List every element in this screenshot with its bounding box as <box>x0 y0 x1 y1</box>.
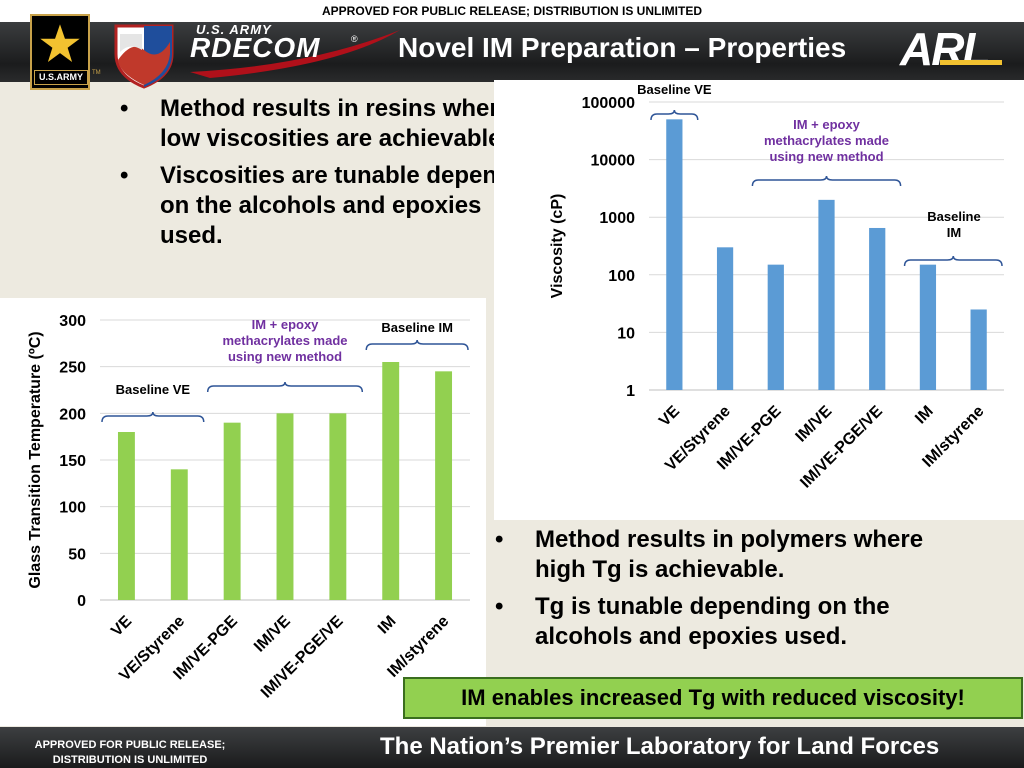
x-tick-label: IM/VE <box>793 403 836 446</box>
bullet-text: Method results in resins where low visco… <box>160 95 513 152</box>
annotation-brace <box>903 255 1003 267</box>
annotation-label: Baseline IM <box>381 320 453 335</box>
bullet-dot: • <box>495 593 504 620</box>
bullet-text: Method results in polymers where high Tg… <box>535 526 924 583</box>
release-notice-top: APPROVED FOR PUBLIC RELEASE; DISTRIBUTIO… <box>321 4 702 18</box>
y-tick-label: 1 <box>626 383 635 400</box>
us-army-logo: U.S.ARMY <box>30 14 90 90</box>
annotation-brace <box>101 411 205 423</box>
y-tick-label: 10000 <box>591 153 636 170</box>
y-axis-label: Viscosity (cP) <box>549 194 566 299</box>
annotation-brace <box>751 175 902 187</box>
rdecom-shield-icon <box>114 24 174 89</box>
annotation-label: IM + epoxy methacrylates made using new me… <box>764 117 889 164</box>
army-star-icon <box>35 19 85 66</box>
tg-chart-card: 0 50 100 150 200 250 300 Glass Transition Tempe… <box>0 298 486 726</box>
rdecom-logo: RDECOM <box>190 32 321 63</box>
rdecom-registered-mark: ® <box>351 34 358 44</box>
y-tick-label: 100 <box>59 500 86 517</box>
conclusion-callout: IM enables increased Tg with reduced vis… <box>403 677 1023 719</box>
x-tick-label: IM/VE <box>251 613 294 656</box>
bar <box>970 309 987 390</box>
bar <box>818 199 835 390</box>
y-tick-label: 250 <box>59 360 86 377</box>
bullet-text: Viscosities are tunable depending on the… <box>160 162 548 249</box>
y-tick-label: 1000 <box>599 210 635 227</box>
y-tick-label: 100 <box>608 268 635 285</box>
bullet-item: • Method results in polymers where high T… <box>495 525 935 585</box>
bar <box>869 227 886 390</box>
annotation-brace <box>365 339 469 351</box>
y-tick-label: 150 <box>59 453 86 470</box>
bullet-list-top: • Method results in resins where low visc… <box>120 94 550 258</box>
tg-chart: 0 50 100 150 200 250 300 Glass Transition Tempe… <box>27 313 470 702</box>
rdecom-swoosh-icon <box>190 30 400 78</box>
bar <box>276 413 294 600</box>
annotation-label: Baseline IM <box>927 209 980 240</box>
annotation-label: IM + epoxy methacrylates made using new me… <box>222 317 347 364</box>
top-strip <box>0 0 1024 22</box>
arl-logo-bar <box>940 60 1002 65</box>
release-notice-footer-line2: DISTRIBUTION IS UNLIMITED <box>52 754 208 766</box>
bar <box>716 247 734 390</box>
bullet-item: • Method results in resins where low visc… <box>120 94 550 154</box>
footer-slogan: The Nation’s Premier Laboratory for Land… <box>380 733 940 760</box>
x-tick-label: IM <box>375 613 400 638</box>
bar <box>767 264 784 390</box>
annotation-brace <box>206 381 364 393</box>
annotation-label: Baseline VE <box>637 82 712 97</box>
footer-bar <box>0 727 1024 768</box>
bar <box>170 469 188 600</box>
bullet-dot: • <box>120 95 129 122</box>
bar <box>329 413 347 600</box>
annotation-label: Baseline VE <box>116 382 191 397</box>
bullet-dot: • <box>495 526 504 553</box>
y-tick-label: 100000 <box>582 95 635 112</box>
bullet-list-bottom: • Method results in polymers where high T… <box>495 525 935 659</box>
y-tick-label: 300 <box>59 313 86 330</box>
x-tick-label: VE <box>656 403 683 430</box>
army-logo-label: U.S.ARMY <box>34 70 88 85</box>
release-notice-footer-line1: APPROVED FOR PUBLIC RELEASE; <box>34 739 226 751</box>
y-tick-label: 200 <box>59 406 86 423</box>
bar <box>117 432 135 600</box>
y-tick-label: 50 <box>68 546 86 563</box>
bullet-text: Tg is tunable depending on the alcohols … <box>535 593 890 650</box>
bar <box>435 371 453 600</box>
army-trademark: TM <box>92 70 101 76</box>
bar <box>666 119 683 390</box>
rdecom-logo-top: U.S. ARMY <box>196 22 272 37</box>
arl-logo: ARL <box>900 23 991 75</box>
y-tick-label: 10 <box>617 325 635 342</box>
bar <box>382 362 400 600</box>
bullet-item: • Viscosities are tunable depending on th… <box>120 161 550 251</box>
bullet-item: • Tg is tunable depending on the alcohols… <box>495 592 935 652</box>
release-notice-footer: APPROVED FOR PUBLIC RELEASE; DISTRIBUTIO… <box>20 738 240 768</box>
slide-title: Novel IM Preparation – Properties <box>398 32 847 63</box>
y-axis-label: Glass Transition Temperature (ºC) <box>27 331 44 588</box>
viscosity-chart-card: 1 10 100 1000 10000 100000 Viscosity (cP) VE VE/… <box>494 80 1024 520</box>
bullet-dot: • <box>120 162 129 189</box>
bar <box>223 422 241 600</box>
annotation-brace <box>650 109 699 121</box>
x-tick-label: VE <box>108 613 135 640</box>
y-tick-label: 0 <box>77 593 86 610</box>
x-tick-label: IM <box>912 403 937 428</box>
bar <box>919 264 937 390</box>
